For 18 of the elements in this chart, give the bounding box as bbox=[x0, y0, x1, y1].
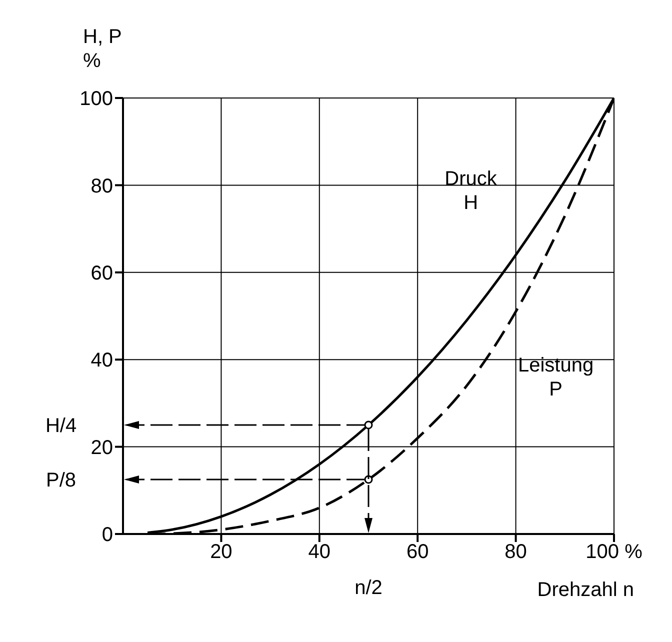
x-axis-title: Drehzahl n bbox=[537, 579, 634, 601]
y-tick-label: 40 bbox=[90, 350, 113, 372]
y-tick-label: 80 bbox=[90, 175, 113, 198]
series-label: Leistung P bbox=[518, 354, 594, 401]
x-tick-label: 60 bbox=[406, 541, 429, 564]
y-tick-label: 60 bbox=[90, 262, 113, 284]
x-tick-label: 80 bbox=[504, 541, 527, 564]
text: n/2 bbox=[354, 577, 382, 599]
y-tick-label: 0 bbox=[102, 524, 113, 546]
x-tick-label: 40 bbox=[308, 541, 331, 564]
text: P/8 bbox=[46, 470, 76, 492]
y-tick-label: 100 bbox=[80, 88, 113, 110]
y-tick-label: 20 bbox=[90, 436, 113, 459]
y-axis-title: H, P % bbox=[83, 26, 122, 72]
series-label: Druck H bbox=[444, 168, 498, 214]
x-tick-label: 100 % bbox=[586, 541, 643, 564]
text: H/4 bbox=[45, 415, 77, 437]
x-tick-label: 20 bbox=[210, 541, 232, 564]
